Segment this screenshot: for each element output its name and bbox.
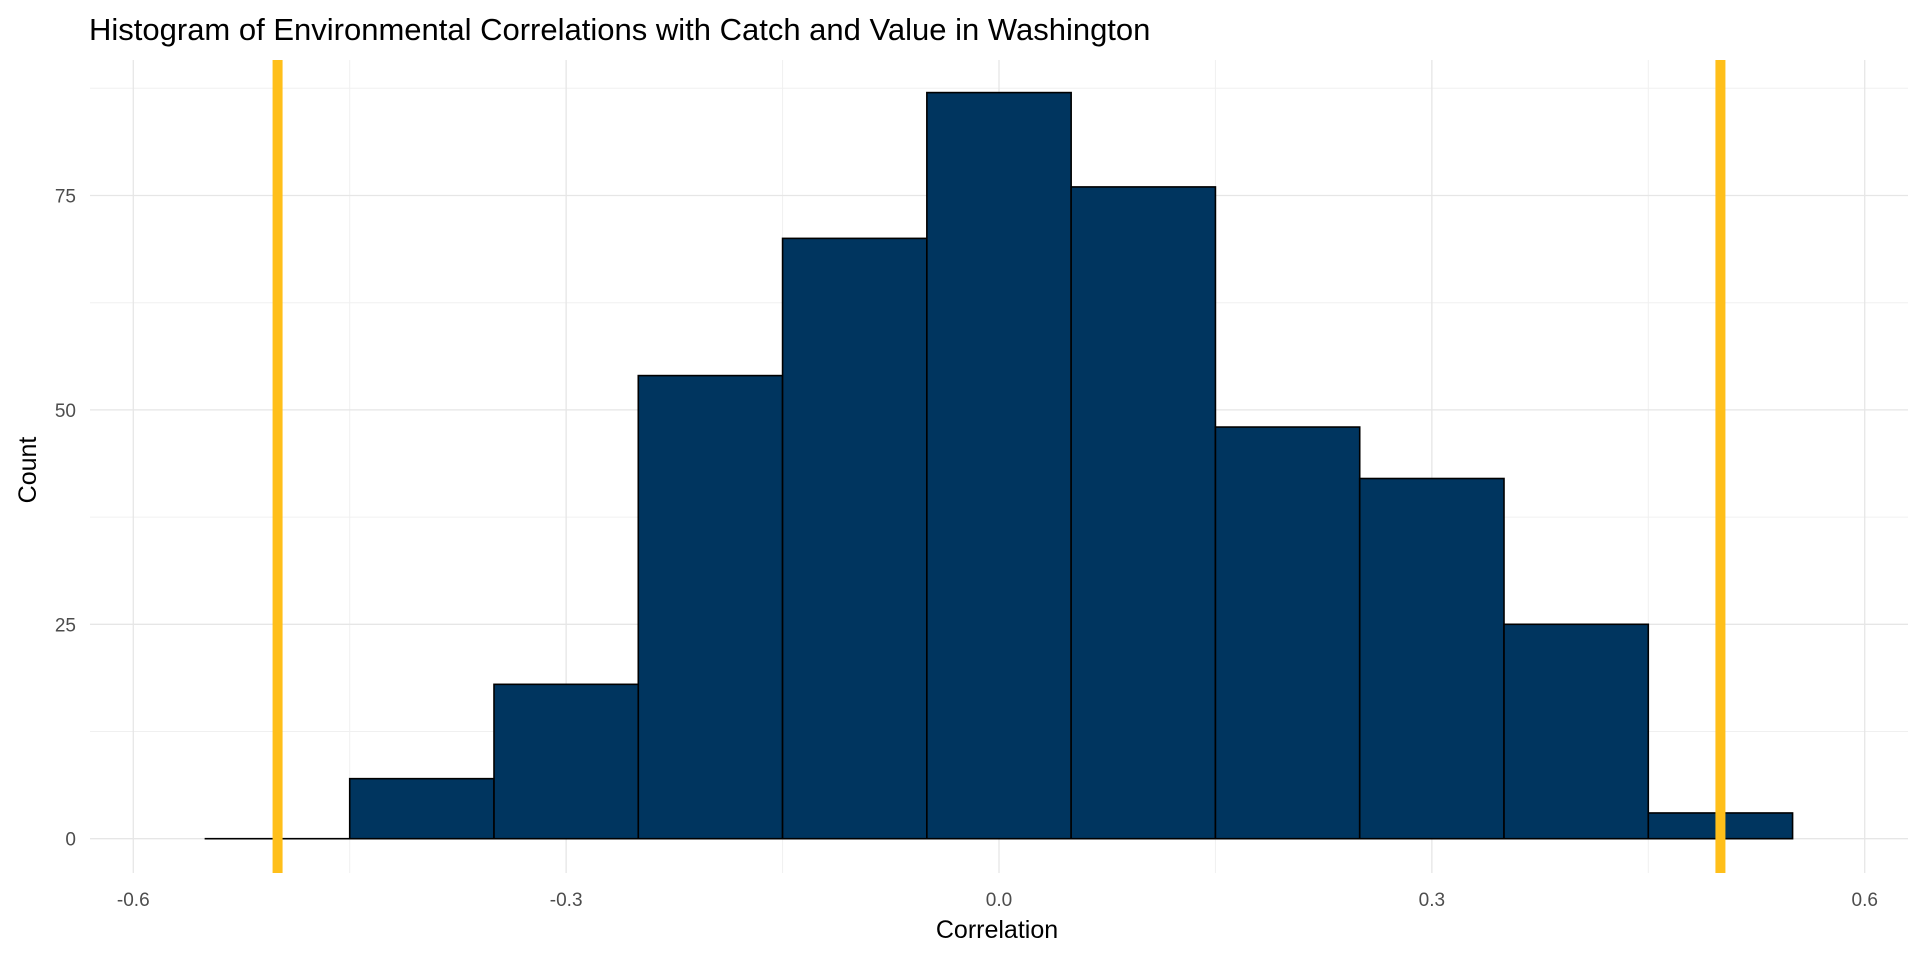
y-tick-label: 25 <box>55 615 76 636</box>
histogram-bar <box>1358 477 1505 840</box>
chart-title: Histogram of Environmental Correlations … <box>89 12 1150 47</box>
histogram-bar <box>348 777 495 840</box>
x-tick-label: 0.6 <box>1852 890 1878 911</box>
y-tick-label: 0 <box>65 830 76 851</box>
histogram-bar <box>1214 426 1361 840</box>
histogram-bars <box>204 91 1794 840</box>
y-axis-ticks: 0 25 50 75 <box>55 187 76 851</box>
y-tick-label: 75 <box>55 187 76 208</box>
x-tick-label: 0.0 <box>986 890 1012 911</box>
reference-lines <box>272 60 1726 873</box>
y-axis-title: Count <box>14 437 42 504</box>
x-axis-title: Correlation <box>936 916 1058 944</box>
x-axis-ticks: -0.6 -0.3 0.0 0.3 0.6 <box>117 890 1878 911</box>
histogram-bar <box>637 374 784 840</box>
x-tick-label: -0.6 <box>117 890 150 911</box>
histogram-bar <box>926 91 1072 840</box>
y-tick-label: 50 <box>55 401 76 422</box>
histogram-bar <box>493 683 640 840</box>
histogram-bar <box>781 237 928 840</box>
x-tick-label: -0.3 <box>550 890 583 911</box>
histogram-bar <box>1070 186 1217 840</box>
histogram-bar <box>1503 623 1650 840</box>
x-tick-label: 0.3 <box>1419 890 1445 911</box>
